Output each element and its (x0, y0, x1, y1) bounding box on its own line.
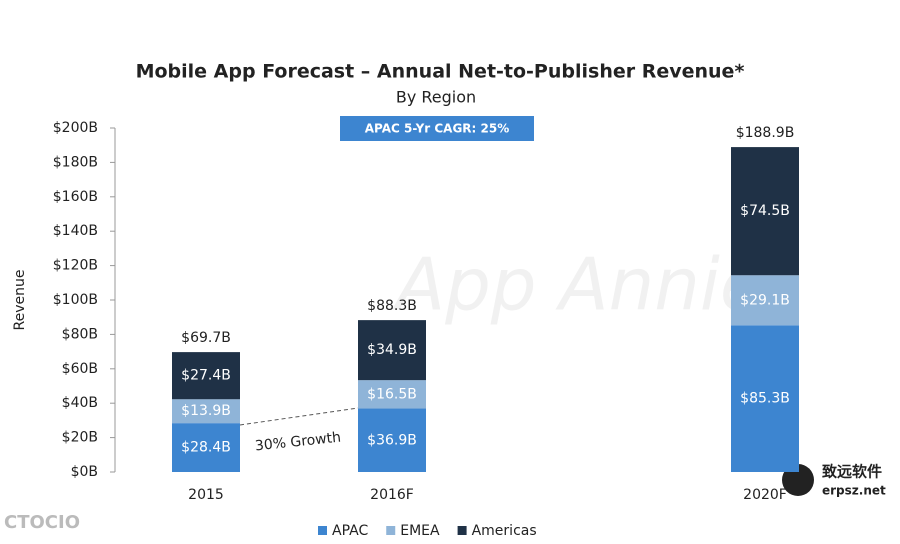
y-tick-label: $100B (53, 292, 98, 308)
value-label: $13.9B (181, 403, 231, 419)
total-label: $188.9B (736, 125, 795, 141)
bar-segment (358, 408, 426, 472)
bar-segment (731, 147, 799, 276)
bar-segment (172, 352, 240, 400)
legend-swatch (318, 526, 327, 535)
y-tick-label: $80B (62, 326, 98, 342)
total-label: $88.3B (367, 298, 417, 314)
legend-label: EMEA (400, 523, 440, 539)
x-tick-label: 2016F (370, 487, 414, 503)
bar-segment (172, 423, 240, 472)
legend-swatch (386, 526, 396, 535)
legend-label: APAC (332, 523, 368, 539)
y-tick-label: $20B (62, 430, 98, 446)
value-label: $36.9B (367, 432, 417, 448)
y-tick-label: $140B (53, 223, 98, 239)
y-tick-label: $40B (62, 395, 98, 411)
chart-subtitle: By Region (396, 88, 476, 107)
annotation-box (340, 116, 534, 141)
watermark: CTOCIO (4, 512, 80, 533)
bar-segment (731, 325, 799, 472)
y-tick-label: $60B (62, 361, 98, 377)
watermark: erpsz.net (822, 484, 886, 498)
chart-title: Mobile App Forecast – Annual Net-to-Publ… (136, 61, 745, 83)
total-label: $69.7B (181, 330, 231, 346)
legend-swatch (457, 526, 467, 535)
y-tick-label: $0B (71, 464, 98, 480)
x-tick-label: 2015 (188, 487, 224, 503)
value-label: $28.4B (181, 440, 231, 456)
y-tick-label: $180B (53, 154, 98, 170)
value-label: $16.5B (367, 386, 417, 402)
value-label: $85.3B (740, 391, 790, 407)
annotation: 30% Growth (254, 430, 341, 455)
bar-segment (358, 320, 426, 381)
value-label: $29.1B (740, 292, 790, 308)
value-label: $27.4B (181, 368, 231, 384)
bar-segment (731, 275, 799, 326)
x-tick-label: 2020F (743, 487, 787, 503)
growth-line (239, 407, 359, 426)
value-label: $34.9B (367, 342, 417, 358)
watermark: 致远软件 (822, 463, 882, 481)
bar-segment (172, 399, 240, 424)
value-label: $74.5B (740, 203, 790, 219)
annotation: APAC 5-Yr CAGR: 25% (365, 122, 510, 136)
y-tick-label: $200B (53, 120, 98, 136)
y-tick-label: $120B (53, 258, 98, 274)
bar-segment (358, 380, 426, 409)
y-axis-label: Revenue (12, 270, 28, 331)
legend-label: Americas (472, 523, 537, 539)
watermark: App Annie (392, 243, 764, 327)
y-tick-label: $160B (53, 189, 98, 205)
